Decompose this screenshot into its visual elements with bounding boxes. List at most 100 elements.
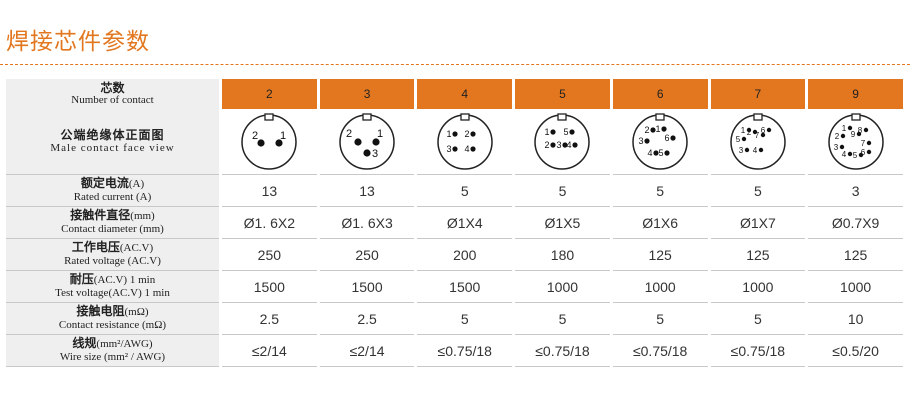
rated-current-value: 5 — [710, 175, 806, 207]
rated-voltage-value: 125 — [710, 239, 806, 271]
connector-key — [850, 112, 861, 121]
test-voltage-row: 耐压(AC.V) 1 min Test voltage(AC.V) 1 min 15… — [6, 271, 903, 303]
rated-voltage-value: 250 — [222, 239, 317, 271]
wire-size-value: ≤0.75/18 — [612, 335, 708, 367]
row-label-unit: (mm) — [130, 210, 155, 222]
rated-current-value: 13 — [222, 175, 317, 207]
contact-pin-label: 1 — [280, 130, 286, 142]
wire-size-value: ≤0.5/20 — [808, 335, 903, 367]
contact-resistance-value: 2.5 — [222, 303, 317, 335]
col-header: 3 — [319, 79, 415, 109]
contact-resistance-label: 接触电阻(mΩ) Contact resistance (mΩ) — [6, 303, 219, 335]
contact-resistance-value: 10 — [808, 303, 903, 335]
test-voltage-value: 1000 — [808, 271, 903, 303]
row-label-en: Contact resistance (mΩ) — [58, 319, 167, 331]
contact-pin — [452, 130, 458, 137]
connector-key — [753, 112, 763, 121]
contact-pin-label: 1 — [377, 128, 383, 140]
col-header: 6 — [612, 79, 708, 109]
test-voltage-value: 1000 — [612, 271, 708, 303]
contact-pin — [866, 140, 871, 145]
spec-table: 芯数 Number of contact 2 3 4 5 6 7 9 公端绝缘体… — [3, 79, 906, 367]
row-label-zh: 耐压 — [69, 272, 94, 286]
contact-diameter-value: Ø1. 6X2 — [222, 207, 317, 239]
col-header: 2 — [222, 79, 317, 109]
contact-pin-label: 4 — [648, 148, 653, 158]
connector-key — [264, 112, 274, 121]
connector-key — [460, 112, 470, 121]
contact-pin — [661, 125, 667, 132]
contact-pin-label: 7 — [755, 131, 760, 140]
face-diagram-3-pin: 2 1 3 — [339, 112, 395, 170]
rated-voltage-value: 200 — [417, 239, 513, 271]
contact-pin-label: 7 — [860, 139, 865, 148]
rated-voltage-value: 250 — [319, 239, 415, 271]
face-diagram-9-pin: 1 8 2 97 3 6 4 5 — [827, 112, 884, 170]
col-header: 7 — [710, 79, 806, 109]
contact-pin-label: 3 — [557, 140, 562, 150]
row-label-zh: 接触电阻 — [76, 304, 125, 318]
rated-voltage-row: 工作电压(AC.V) Rated voltage (AC.V) 250 250 200 1… — [6, 239, 903, 271]
contact-pin — [650, 126, 656, 133]
contact-pin-label: 1 — [545, 127, 550, 137]
contact-pin — [858, 152, 863, 157]
contact-resistance-value: 5 — [612, 303, 708, 335]
col-header: 4 — [417, 79, 513, 109]
rated-voltage-value: 180 — [515, 239, 610, 271]
contact-pin — [257, 138, 265, 147]
rated-current-label: 额定电流(A) Rated current (A) — [6, 175, 219, 207]
contact-pin — [452, 145, 458, 152]
contact-pin — [863, 127, 868, 132]
contact-pin-label: 4 — [841, 150, 846, 159]
contact-pin — [839, 144, 844, 149]
connector-outline — [534, 113, 591, 170]
rated-current-value: 5 — [417, 175, 513, 207]
test-voltage-value: 1500 — [222, 271, 317, 303]
contact-resistance-value: 5 — [710, 303, 806, 335]
contact-pin — [569, 128, 576, 135]
contact-pin — [856, 131, 861, 136]
contact-pin — [741, 136, 747, 141]
contact-pin-label: 2 — [545, 140, 550, 150]
contact-pin-label: 3 — [739, 146, 744, 155]
row-label-en: Rated current (A) — [73, 191, 152, 203]
header-label-zh: 芯数 — [100, 81, 125, 95]
contact-diameter-value: Ø1X5 — [515, 207, 610, 239]
row-label-en: Contact diameter (mm) — [61, 223, 164, 235]
contact-pin — [562, 141, 569, 148]
contact-pin-label: 5 — [736, 135, 741, 144]
face-diagram-6-pin: 2 16 34 5 — [632, 112, 688, 170]
connector-key — [557, 112, 568, 121]
row-label-unit: (mΩ) — [124, 306, 149, 318]
contact-pin — [847, 151, 852, 156]
connector-key — [362, 112, 372, 121]
wire-size-value: ≤0.75/18 — [710, 335, 806, 367]
contact-pin-label: 6 — [860, 148, 865, 157]
title-divider — [0, 64, 910, 65]
contact-pin — [664, 149, 670, 156]
contact-resistance-value: 5 — [515, 303, 610, 335]
test-voltage-value: 1000 — [515, 271, 610, 303]
contact-pin — [840, 133, 845, 138]
contact-resistance-value: 2.5 — [319, 303, 415, 335]
contact-pin-label: 5 — [852, 151, 857, 160]
contact-pin-label: 1 — [741, 126, 746, 135]
contact-pin — [470, 130, 476, 137]
row-label-zh: 工作电压 — [71, 240, 120, 254]
contact-pin — [653, 149, 659, 156]
wire-size-value: ≤0.75/18 — [515, 335, 610, 367]
contact-pin-label: 6 — [665, 133, 670, 143]
contact-pin-label: 3 — [446, 144, 451, 154]
connector-key — [655, 112, 665, 121]
contact-pin — [866, 149, 871, 154]
contact-pin-label: 2 — [747, 128, 752, 137]
row-label-en: Rated voltage (AC.V) — [64, 255, 161, 267]
wire-size-value: ≤2/14 — [222, 335, 317, 367]
rated-voltage-value: 125 — [612, 239, 708, 271]
contact-pin — [644, 137, 650, 144]
contact-pin-label: 2 — [645, 125, 650, 135]
contact-diameter-label: 接触件直径(mm) Contact diameter (mm) — [6, 207, 219, 239]
